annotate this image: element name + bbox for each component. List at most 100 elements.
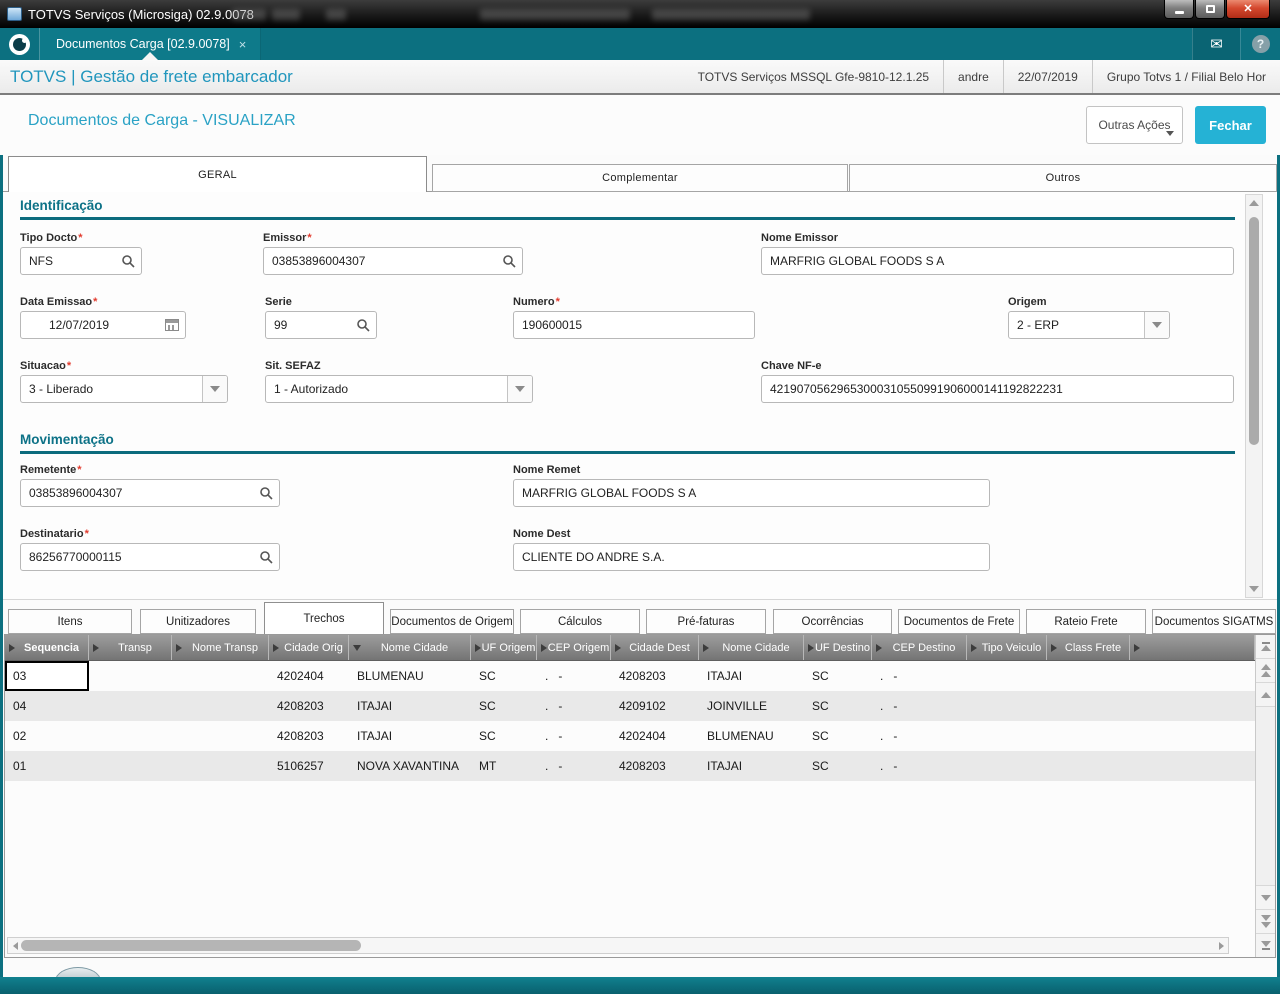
nome-emissor-input[interactable]: MARFRIG GLOBAL FOODS S A bbox=[761, 247, 1234, 275]
chave-nfe-input[interactable]: 4219070562965300031055099190600014119282… bbox=[761, 375, 1234, 403]
column-header-cidade-dest[interactable]: Cidade Dest bbox=[611, 635, 699, 660]
grid-cell[interactable] bbox=[1047, 691, 1130, 721]
tab-ocorrencias[interactable]: Ocorrências bbox=[773, 609, 892, 634]
tab-pre-faturas[interactable]: Pré-faturas bbox=[646, 609, 766, 634]
tab-complementar[interactable]: Complementar bbox=[432, 164, 848, 192]
column-header-cidade-orig[interactable]: Cidade Orig bbox=[269, 635, 349, 660]
tab-documentos-de-frete[interactable]: Documentos de Frete bbox=[898, 609, 1020, 634]
chevron-down-icon[interactable] bbox=[202, 376, 227, 402]
grid-cell[interactable] bbox=[967, 751, 1047, 781]
scroll-down-button[interactable] bbox=[1246, 581, 1262, 597]
grid-cell[interactable] bbox=[172, 721, 269, 751]
grid-cell[interactable] bbox=[967, 661, 1047, 691]
grid-cell[interactable] bbox=[172, 751, 269, 781]
nome-remet-input[interactable]: MARFRIG GLOBAL FOODS S A bbox=[513, 479, 990, 507]
chevron-down-icon[interactable] bbox=[507, 376, 532, 402]
search-icon[interactable] bbox=[496, 254, 522, 268]
page-down-button[interactable] bbox=[1256, 909, 1275, 933]
column-header-uf-origem[interactable]: UF Origem bbox=[471, 635, 537, 660]
grid-cell[interactable]: . - bbox=[545, 669, 563, 683]
grid-cell[interactable] bbox=[967, 691, 1047, 721]
tab-documentos-sigatms[interactable]: Documentos SIGATMS bbox=[1152, 609, 1276, 634]
grid-cell[interactable]: SC bbox=[479, 729, 496, 743]
tab-documentos-de-origem[interactable]: Documentos de Origem bbox=[390, 609, 514, 634]
column-header-nome-transp[interactable]: Nome Transp bbox=[172, 635, 269, 660]
tipo-docto-input[interactable]: NFS bbox=[20, 247, 142, 275]
grid-cell[interactable] bbox=[89, 691, 172, 721]
tab-calculos[interactable]: Cálculos bbox=[520, 609, 640, 634]
table-row[interactable]: 03 4202404 BLUMENAU SC . - 4208203 ITAJA… bbox=[5, 661, 1255, 691]
scroll-left-button[interactable] bbox=[8, 938, 22, 953]
grid-cell[interactable]: 4208203 bbox=[277, 729, 324, 743]
nome-dest-input[interactable]: CLIENTE DO ANDRE S.A. bbox=[513, 543, 990, 571]
serie-input[interactable]: 99 bbox=[265, 311, 377, 339]
help-button[interactable]: ? bbox=[1240, 28, 1280, 60]
grid-cell[interactable]: 4202404 bbox=[277, 669, 324, 683]
calendar-icon[interactable] bbox=[159, 319, 185, 331]
column-header-sequencia[interactable]: Sequencia bbox=[5, 635, 89, 660]
grid-cell[interactable]: MT bbox=[479, 759, 497, 773]
grid-cell[interactable]: . - bbox=[880, 729, 898, 743]
grid-cell[interactable]: 4208203 bbox=[277, 699, 324, 713]
grid-cell[interactable] bbox=[172, 691, 269, 721]
grid-cell[interactable]: . - bbox=[880, 759, 898, 773]
situacao-select[interactable]: 3 - Liberado bbox=[20, 375, 228, 403]
grid-cell[interactable] bbox=[1047, 751, 1130, 781]
minimize-button[interactable] bbox=[1164, 0, 1194, 19]
sit-sefaz-select[interactable]: 1 - Autorizado bbox=[265, 375, 533, 403]
emissor-input[interactable]: 03853896004307 bbox=[263, 247, 523, 275]
scroll-top-button[interactable] bbox=[1256, 635, 1275, 659]
column-header-class-frete[interactable]: Class Frete bbox=[1047, 635, 1130, 660]
other-actions-button[interactable]: Outras Ações bbox=[1086, 106, 1183, 144]
tab-geral[interactable]: GERAL bbox=[8, 156, 427, 192]
grid-cell[interactable]: . - bbox=[880, 699, 898, 713]
horizontal-scrollbar[interactable] bbox=[7, 937, 1229, 954]
grid-cell[interactable]: 4209102 bbox=[619, 699, 666, 713]
grid-cell[interactable] bbox=[89, 721, 172, 751]
grid-cell[interactable]: 4208203 bbox=[619, 759, 666, 773]
column-header-cep-origem[interactable]: CEP Origem bbox=[537, 635, 611, 660]
grid-cell[interactable]: SC bbox=[812, 669, 829, 683]
grid-cell[interactable]: 4208203 bbox=[619, 669, 666, 683]
origem-select[interactable]: 2 - ERP bbox=[1008, 311, 1170, 339]
data-emissao-input[interactable]: 12/07/2019 bbox=[20, 311, 186, 339]
grid-cell[interactable]: BLUMENAU bbox=[357, 669, 424, 683]
grid-cell[interactable]: 01 bbox=[13, 759, 27, 773]
column-header-uf-destino[interactable]: UF Destino bbox=[804, 635, 872, 660]
grid-cell[interactable]: . - bbox=[545, 759, 563, 773]
grid-cell[interactable] bbox=[1047, 721, 1130, 751]
grid-cell[interactable]: 04 bbox=[13, 699, 27, 713]
grid-cell-focused[interactable]: 03 bbox=[5, 661, 89, 691]
close-window-button[interactable]: ✕ bbox=[1226, 0, 1270, 19]
grid-cell[interactable]: ITAJAI bbox=[707, 759, 743, 773]
app-tab-documentos-carga[interactable]: Documentos Carga [02.9.0078] × bbox=[40, 28, 262, 60]
grid-cell[interactable] bbox=[967, 721, 1047, 751]
grid-cell[interactable] bbox=[89, 661, 172, 691]
column-header-nome-cidade-dest[interactable]: Nome Cidade bbox=[699, 635, 804, 660]
scroll-right-button[interactable] bbox=[1214, 938, 1228, 953]
search-icon[interactable] bbox=[253, 550, 279, 564]
tab-unitizadores[interactable]: Unitizadores bbox=[140, 609, 256, 634]
grid-vertical-scrollbar[interactable] bbox=[1255, 635, 1275, 957]
table-row[interactable]: 02 4208203 ITAJAI SC . - 4202404 BLUMENA… bbox=[5, 721, 1255, 751]
grid-cell[interactable]: 02 bbox=[13, 729, 27, 743]
destinatario-input[interactable]: 86256770000115 bbox=[20, 543, 280, 571]
tab-outros[interactable]: Outros bbox=[849, 164, 1277, 192]
grid-cell[interactable]: SC bbox=[479, 699, 496, 713]
column-header-transp[interactable]: Transp bbox=[89, 635, 172, 660]
grid-cell[interactable] bbox=[1130, 721, 1255, 751]
scrollbar-thumb[interactable] bbox=[1249, 217, 1259, 445]
scroll-bottom-button[interactable] bbox=[1256, 933, 1275, 957]
page-up-button[interactable] bbox=[1256, 659, 1275, 683]
grid-cell[interactable] bbox=[1130, 751, 1255, 781]
grid-cell[interactable]: . - bbox=[545, 699, 563, 713]
scroll-up-button[interactable] bbox=[1256, 683, 1275, 707]
grid-cell[interactable]: 5106257 bbox=[277, 759, 324, 773]
chevron-down-icon[interactable] bbox=[1144, 312, 1169, 338]
tab-itens[interactable]: Itens bbox=[8, 609, 132, 634]
remetente-input[interactable]: 03853896004307 bbox=[20, 479, 280, 507]
grid-cell[interactable]: BLUMENAU bbox=[707, 729, 774, 743]
search-icon[interactable] bbox=[115, 254, 141, 268]
grid-cell[interactable]: . - bbox=[880, 669, 898, 683]
grid-cell[interactable]: SC bbox=[479, 669, 496, 683]
